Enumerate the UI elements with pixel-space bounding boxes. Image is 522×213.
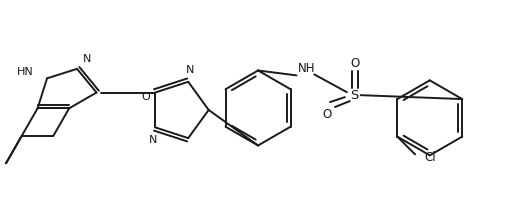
Text: S: S — [351, 89, 359, 102]
Text: N: N — [186, 65, 194, 75]
Text: O: O — [141, 92, 150, 102]
Text: N: N — [149, 135, 157, 145]
Text: NH: NH — [298, 62, 315, 75]
Text: Cl: Cl — [424, 151, 435, 164]
Text: O: O — [350, 57, 359, 70]
Text: N: N — [83, 54, 91, 64]
Text: O: O — [323, 108, 332, 121]
Text: HN: HN — [17, 68, 33, 77]
